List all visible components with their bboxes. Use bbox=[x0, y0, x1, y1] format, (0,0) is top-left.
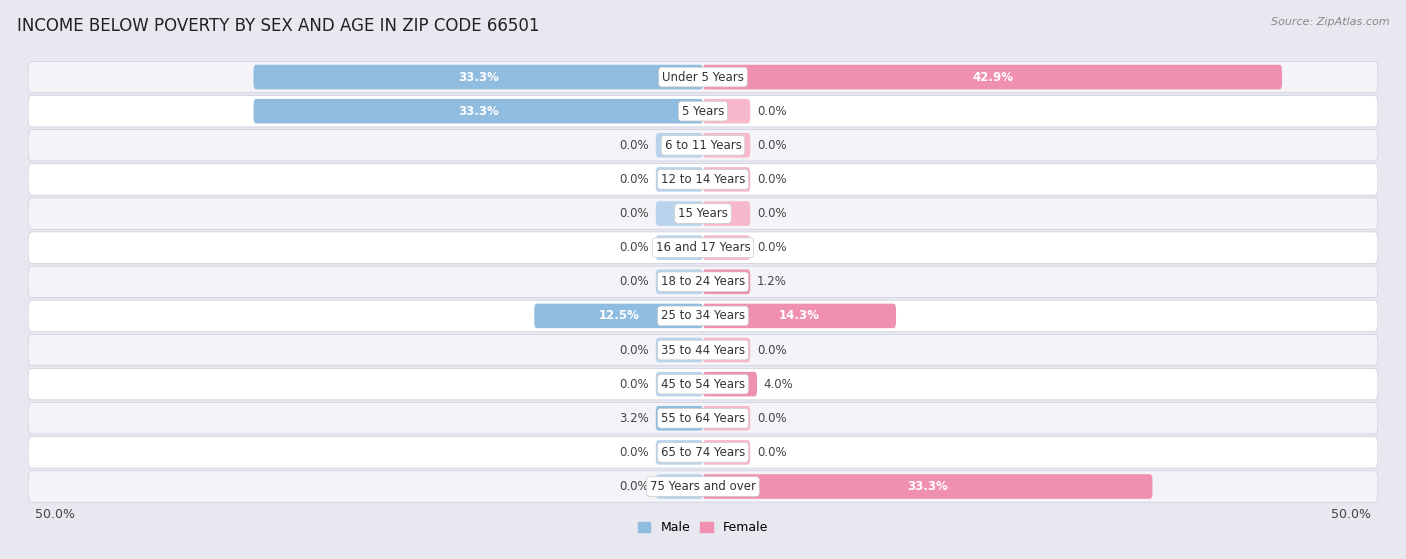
Text: 33.3%: 33.3% bbox=[458, 70, 499, 83]
FancyBboxPatch shape bbox=[703, 167, 751, 192]
FancyBboxPatch shape bbox=[655, 372, 703, 396]
FancyBboxPatch shape bbox=[28, 334, 1378, 366]
Text: 0.0%: 0.0% bbox=[756, 207, 786, 220]
FancyBboxPatch shape bbox=[655, 474, 703, 499]
Text: 0.0%: 0.0% bbox=[620, 446, 650, 459]
Text: Under 5 Years: Under 5 Years bbox=[662, 70, 744, 83]
FancyBboxPatch shape bbox=[703, 304, 896, 328]
Text: 0.0%: 0.0% bbox=[756, 412, 786, 425]
FancyBboxPatch shape bbox=[655, 440, 703, 465]
Text: 42.9%: 42.9% bbox=[972, 70, 1014, 83]
Text: 1.2%: 1.2% bbox=[756, 275, 787, 288]
FancyBboxPatch shape bbox=[534, 304, 703, 328]
FancyBboxPatch shape bbox=[703, 269, 751, 294]
Text: 15 Years: 15 Years bbox=[678, 207, 728, 220]
Text: 12.5%: 12.5% bbox=[598, 309, 640, 323]
FancyBboxPatch shape bbox=[28, 300, 1378, 331]
Text: 55 to 64 Years: 55 to 64 Years bbox=[661, 412, 745, 425]
Text: 0.0%: 0.0% bbox=[620, 378, 650, 391]
FancyBboxPatch shape bbox=[28, 402, 1378, 434]
Text: 0.0%: 0.0% bbox=[756, 446, 786, 459]
FancyBboxPatch shape bbox=[655, 201, 703, 226]
FancyBboxPatch shape bbox=[703, 440, 751, 465]
Text: 0.0%: 0.0% bbox=[620, 275, 650, 288]
Text: 6 to 11 Years: 6 to 11 Years bbox=[665, 139, 741, 152]
FancyBboxPatch shape bbox=[703, 65, 1282, 89]
Text: 14.3%: 14.3% bbox=[779, 309, 820, 323]
FancyBboxPatch shape bbox=[28, 130, 1378, 161]
Text: 25 to 34 Years: 25 to 34 Years bbox=[661, 309, 745, 323]
FancyBboxPatch shape bbox=[253, 99, 703, 124]
FancyBboxPatch shape bbox=[655, 167, 703, 192]
Text: 3.2%: 3.2% bbox=[619, 412, 650, 425]
FancyBboxPatch shape bbox=[253, 65, 703, 89]
FancyBboxPatch shape bbox=[703, 201, 751, 226]
FancyBboxPatch shape bbox=[703, 338, 751, 362]
Text: 0.0%: 0.0% bbox=[756, 344, 786, 357]
Text: 4.0%: 4.0% bbox=[763, 378, 793, 391]
FancyBboxPatch shape bbox=[28, 368, 1378, 400]
Text: Source: ZipAtlas.com: Source: ZipAtlas.com bbox=[1271, 17, 1389, 27]
Text: 50.0%: 50.0% bbox=[35, 508, 75, 520]
FancyBboxPatch shape bbox=[28, 164, 1378, 195]
Text: 0.0%: 0.0% bbox=[620, 344, 650, 357]
FancyBboxPatch shape bbox=[28, 232, 1378, 263]
Text: 0.0%: 0.0% bbox=[756, 105, 786, 118]
Text: 5 Years: 5 Years bbox=[682, 105, 724, 118]
FancyBboxPatch shape bbox=[655, 338, 703, 362]
FancyBboxPatch shape bbox=[28, 437, 1378, 468]
Text: 0.0%: 0.0% bbox=[620, 480, 650, 493]
Text: 0.0%: 0.0% bbox=[620, 139, 650, 152]
FancyBboxPatch shape bbox=[703, 133, 751, 158]
Legend: Male, Female: Male, Female bbox=[638, 521, 768, 534]
Text: 0.0%: 0.0% bbox=[620, 173, 650, 186]
Text: 0.0%: 0.0% bbox=[756, 173, 786, 186]
FancyBboxPatch shape bbox=[655, 133, 703, 158]
Text: 35 to 44 Years: 35 to 44 Years bbox=[661, 344, 745, 357]
FancyBboxPatch shape bbox=[28, 266, 1378, 297]
FancyBboxPatch shape bbox=[655, 235, 703, 260]
Text: 0.0%: 0.0% bbox=[756, 241, 786, 254]
Text: 12 to 14 Years: 12 to 14 Years bbox=[661, 173, 745, 186]
FancyBboxPatch shape bbox=[703, 474, 1153, 499]
FancyBboxPatch shape bbox=[703, 406, 751, 430]
FancyBboxPatch shape bbox=[28, 61, 1378, 93]
Text: 33.3%: 33.3% bbox=[907, 480, 948, 493]
Text: 18 to 24 Years: 18 to 24 Years bbox=[661, 275, 745, 288]
Text: 33.3%: 33.3% bbox=[458, 105, 499, 118]
FancyBboxPatch shape bbox=[703, 99, 751, 124]
FancyBboxPatch shape bbox=[655, 406, 703, 430]
Text: INCOME BELOW POVERTY BY SEX AND AGE IN ZIP CODE 66501: INCOME BELOW POVERTY BY SEX AND AGE IN Z… bbox=[17, 17, 540, 35]
Text: 0.0%: 0.0% bbox=[620, 241, 650, 254]
Text: 50.0%: 50.0% bbox=[1331, 508, 1371, 520]
Text: 75 Years and over: 75 Years and over bbox=[650, 480, 756, 493]
FancyBboxPatch shape bbox=[655, 269, 703, 294]
FancyBboxPatch shape bbox=[28, 471, 1378, 502]
FancyBboxPatch shape bbox=[28, 96, 1378, 127]
FancyBboxPatch shape bbox=[703, 235, 751, 260]
Text: 16 and 17 Years: 16 and 17 Years bbox=[655, 241, 751, 254]
Text: 0.0%: 0.0% bbox=[620, 207, 650, 220]
Text: 65 to 74 Years: 65 to 74 Years bbox=[661, 446, 745, 459]
FancyBboxPatch shape bbox=[703, 372, 756, 396]
Text: 0.0%: 0.0% bbox=[756, 139, 786, 152]
FancyBboxPatch shape bbox=[28, 198, 1378, 229]
Text: 45 to 54 Years: 45 to 54 Years bbox=[661, 378, 745, 391]
